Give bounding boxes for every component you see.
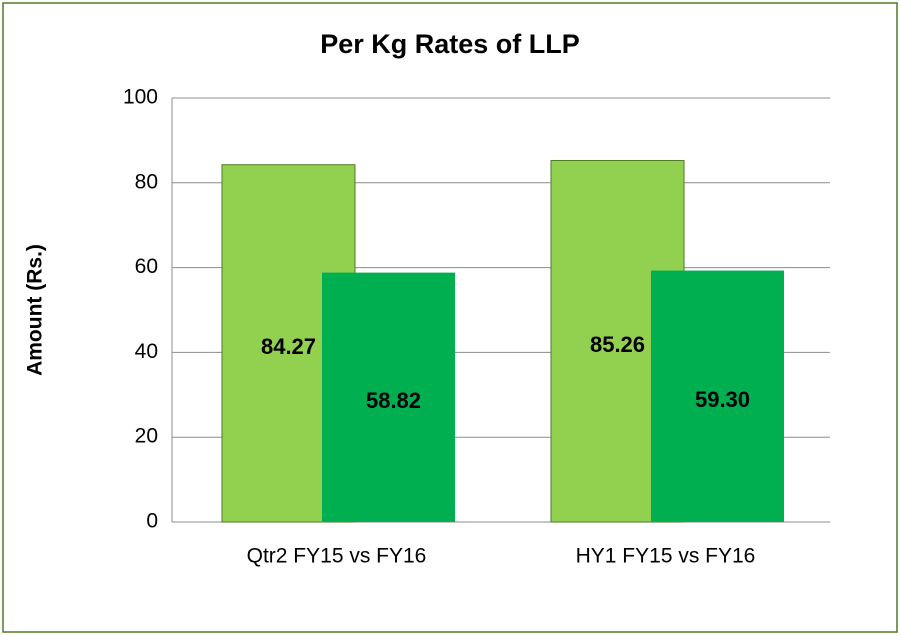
- bar: [322, 272, 455, 522]
- data-label: 84.27: [261, 334, 316, 359]
- y-axis-label: Amount (Rs.): [24, 244, 47, 376]
- x-tick-label: Qtr2 FY15 vs FY16: [247, 545, 427, 568]
- y-tick-label: 0: [146, 510, 158, 533]
- y-tick-label: 60: [135, 255, 158, 278]
- chart-title: Per Kg Rates of LLP: [320, 29, 580, 59]
- x-tick-label: HY1 FY15 vs FY16: [576, 545, 756, 568]
- y-tick-label: 40: [135, 340, 158, 363]
- y-tick-label: 20: [135, 425, 158, 448]
- data-label: 58.82: [366, 388, 421, 413]
- data-label: 59.30: [695, 387, 750, 412]
- data-label: 85.26: [590, 332, 645, 357]
- y-tick-label: 100: [123, 86, 158, 109]
- bar: [651, 270, 784, 522]
- y-tick-label: 80: [135, 170, 158, 193]
